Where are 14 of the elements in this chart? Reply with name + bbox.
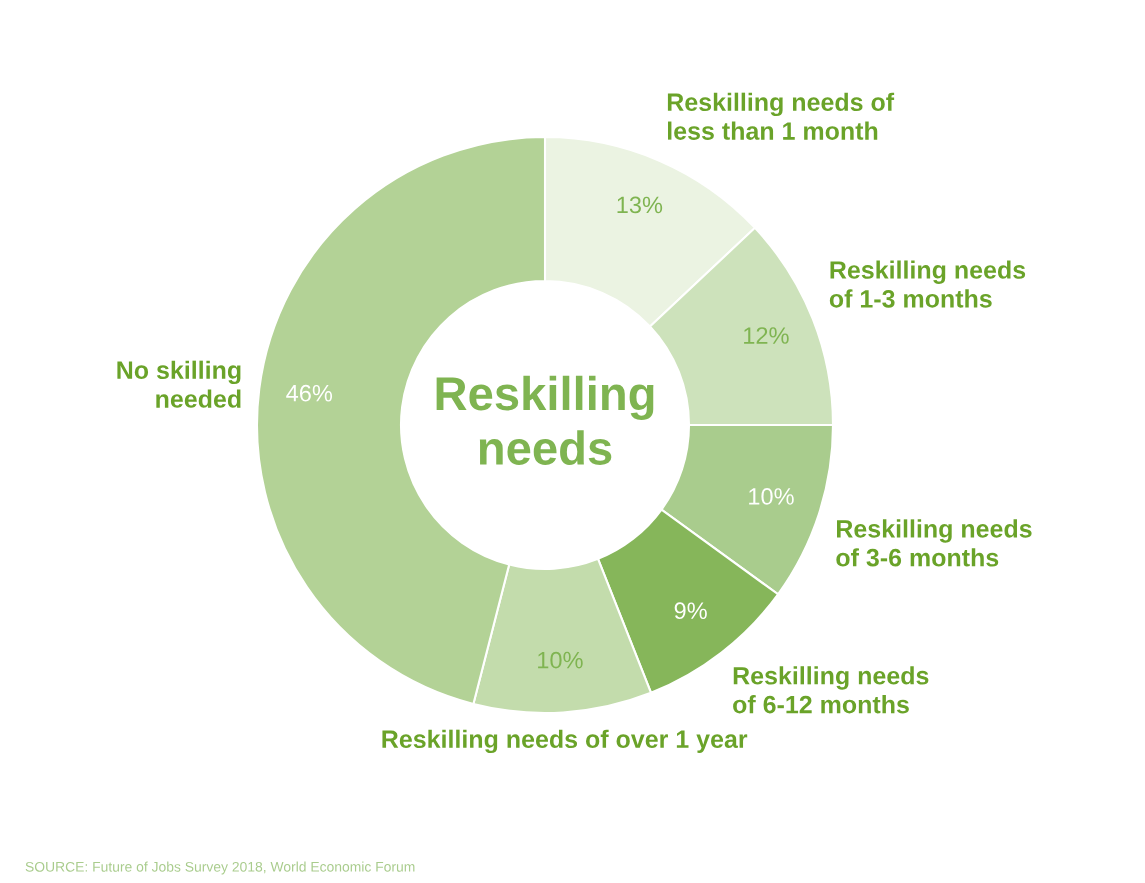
slice-label: No skilling needed — [117, 360, 241, 408]
slice-label: Reskilling needs of 3-6 months — [836, 519, 1032, 567]
slice-label: Reskilling needs of less than 1 month — [667, 92, 895, 140]
data-label: 13% — [617, 196, 663, 214]
data-label: 10% — [538, 651, 583, 669]
slice-label: Reskilling needs of 1-3 months — [829, 260, 1026, 308]
slice-label: Reskilling needs of 6-12 months — [733, 666, 929, 714]
source-note: SOURCE: Future of Jobs Survey 2018, World Economic Forum — [25, 861, 415, 875]
data-label: 10% — [749, 488, 794, 505]
data-label: 12% — [744, 327, 789, 344]
slice-label: Reskilling needs of over 1 year — [382, 729, 748, 754]
data-label: 46% — [286, 384, 333, 402]
data-label: 9% — [674, 602, 707, 620]
text: Reskilling needs — [436, 375, 654, 465]
